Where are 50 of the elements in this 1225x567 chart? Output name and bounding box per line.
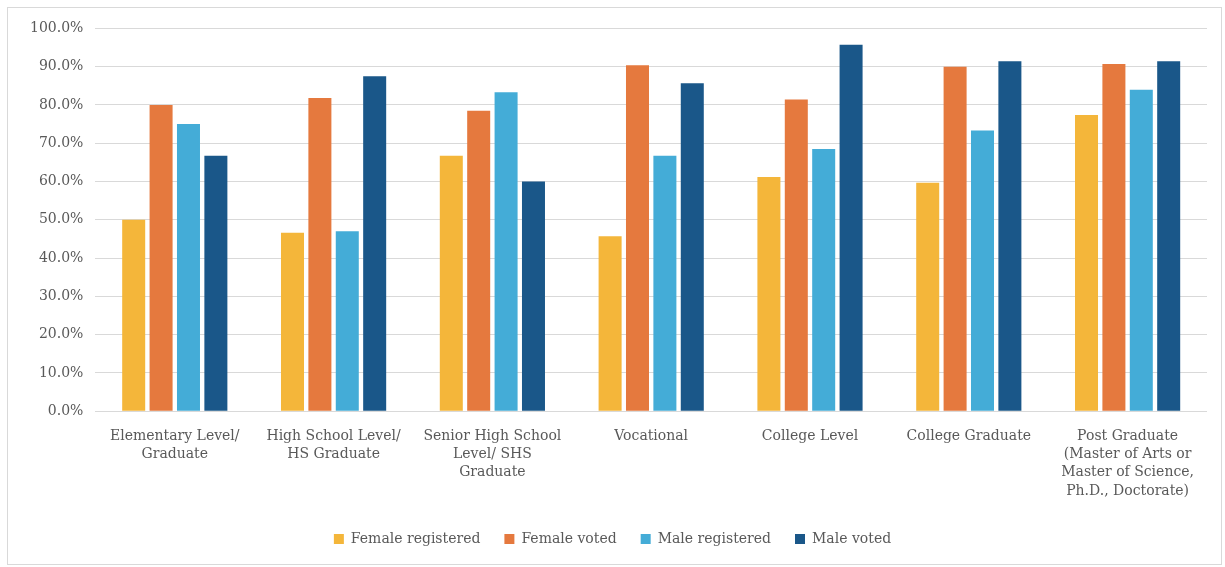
bar	[680, 83, 704, 411]
x-tick-label: Elementary Level/ Graduate	[110, 426, 240, 462]
legend-label: Male voted	[812, 529, 892, 546]
bar	[598, 236, 622, 411]
bar	[122, 219, 146, 411]
y-tick-label: 100.0%	[29, 19, 84, 36]
bar	[494, 92, 518, 411]
y-tick-label: 0.0%	[47, 401, 84, 418]
bar	[916, 182, 940, 411]
bar	[1157, 61, 1181, 411]
y-tick-label: 80.0%	[38, 95, 84, 112]
bar	[757, 176, 781, 411]
legend-label: Female voted	[521, 529, 617, 546]
bar	[784, 99, 808, 411]
y-tick-label: 30.0%	[38, 287, 84, 303]
bar	[280, 232, 304, 411]
bar	[363, 76, 387, 411]
y-tick-label: 70.0%	[38, 133, 84, 150]
bar	[1102, 64, 1126, 411]
bar	[149, 104, 173, 411]
bar	[467, 110, 491, 411]
bar	[653, 155, 677, 411]
y-tick-label: 90.0%	[38, 57, 84, 74]
bar	[970, 130, 994, 411]
legend-label: Female registered	[350, 529, 481, 546]
bar	[308, 98, 332, 411]
bar	[943, 66, 967, 411]
bar	[839, 44, 863, 411]
y-tick-label: 10.0%	[38, 363, 84, 380]
bar	[521, 181, 545, 411]
y-tick-label: 60.0%	[38, 172, 84, 189]
bar	[176, 124, 200, 411]
bar	[204, 155, 228, 411]
x-tick-label: High School Level/ HS Graduate	[266, 426, 402, 462]
bar	[1075, 114, 1099, 411]
legend-label: Male registered	[657, 529, 772, 546]
x-tick-label: College Graduate	[906, 426, 1032, 443]
bar	[625, 65, 649, 411]
bar	[335, 231, 359, 411]
bar	[1129, 89, 1153, 411]
y-tick-label: 20.0%	[38, 325, 84, 342]
bar	[812, 148, 836, 411]
bar	[439, 155, 463, 411]
y-tick-label: 40.0%	[38, 248, 84, 265]
x-tick-label: Post Graduate (Master of Arts or Master of Science, Ph.D., Doctorate)	[1061, 426, 1194, 498]
x-tick-label: Senior High School Level/ SHS Graduate	[423, 426, 562, 480]
y-tick-label: 50.0%	[38, 210, 84, 227]
bar	[998, 61, 1022, 411]
x-tick-label: Vocational	[613, 426, 689, 443]
x-tick-label: College Level	[761, 426, 859, 443]
